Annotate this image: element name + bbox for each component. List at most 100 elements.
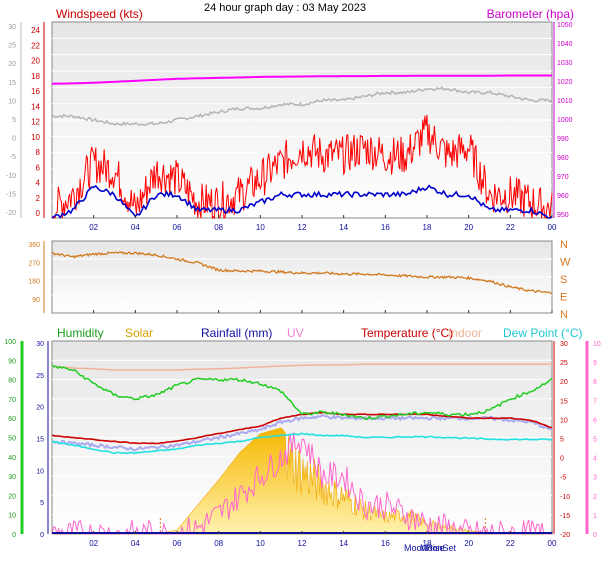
outer-left-tick: -15 [6,191,16,198]
x-tick-label: 14 [339,539,348,548]
x-tick-label: 22 [506,539,515,548]
moonrise-label: MoonRise [404,543,445,553]
outer-left-tick: 10 [8,98,16,105]
x-tick-label: 06 [173,539,182,548]
x-tick-label: 02 [89,539,98,548]
x-tick-label: 08 [214,223,223,232]
barometer-tick: 1040 [557,41,573,48]
rain-tick: 0 [40,532,44,539]
temperature-tick: 25 [560,360,568,367]
x-tick-label: 06 [173,223,182,232]
direction-tick: 180 [28,279,40,286]
windspeed-tick: 2 [36,194,41,203]
x-tick-label: 16 [381,539,390,548]
barometer-tick: 1050 [557,22,573,29]
humidity-tick: 70 [8,397,16,404]
uv-tick: 5 [593,437,597,444]
barometer-line [51,74,552,85]
direction-line [51,251,553,295]
barometer-tick: 1030 [557,60,573,67]
temperature-tick: 30 [560,341,568,348]
outer-left-tick: -20 [6,210,16,217]
outer-left-tick: 20 [8,61,16,68]
outer-left-tick: -5 [10,154,16,161]
temperature-tick: -10 [560,494,570,501]
uv-tick: 7 [593,398,597,405]
outer-left-tick: 15 [8,80,16,87]
humidity-tick: 30 [8,474,16,481]
x-tick-label: 18 [423,539,432,548]
barometer-tick: 1000 [557,117,573,124]
temperature-tick: -5 [560,475,566,482]
humidity-tick: 10 [8,513,16,520]
barometer-tick: 960 [557,193,569,200]
uv-tick: 10 [593,341,601,348]
rain-tick: 15 [36,437,44,444]
outer-left-tick: 25 [8,43,16,50]
rain-tick: 5 [40,500,44,507]
windspeed-tick: 16 [31,87,40,96]
x-tick-label: 02 [89,223,98,232]
legend-uv: UV [287,326,304,340]
temperature-tick: -15 [560,513,570,520]
rain-tick: 25 [36,373,44,380]
uv-tick: 0 [593,532,597,539]
humidity-tick: 0 [12,532,16,539]
humidity-line [51,364,553,420]
uv-tick: 8 [593,379,597,386]
humidity-tick: 80 [8,378,16,385]
apparent-line [51,413,553,452]
series-lines [51,74,553,536]
x-tick-label: 12 [298,223,307,232]
outer-left-tick: 0 [12,136,16,143]
x-tick-label: 22 [506,223,515,232]
x-tick-label: 18 [423,223,432,232]
x-tick-label: 04 [131,223,140,232]
rain-tick: 20 [36,405,44,412]
compass-tick: S [560,274,567,286]
x-tick-label: 10 [256,223,265,232]
x-tick-label: 20 [464,223,473,232]
humidity-tick: 20 [8,493,16,500]
windspeed-label: Windspeed (kts) [56,7,143,21]
uv-tick: 3 [593,475,597,482]
barometer-label: Barometer (hpa) [487,7,574,21]
x-tick-label: 00 [548,539,557,548]
outer-left-tick: 30 [8,24,16,31]
temperature-tick: 10 [560,417,568,424]
barometer-tick: 1010 [557,98,573,105]
windspeed-tick: 24 [31,26,40,35]
x-tick-label: 00 [548,223,557,232]
legend-dewpoint: Dew Point (°C) [503,326,582,340]
uv-tick: 6 [593,417,597,424]
legend-indoor: Indoor [448,326,482,340]
humidity-tick: 40 [8,455,16,462]
x-tick-label: 20 [464,539,473,548]
compass-tick: E [560,292,567,304]
rain-tick: 30 [36,341,44,348]
windspeed-tick: 6 [36,163,41,172]
x-tick-label: 14 [339,223,348,232]
barometer-tick: 980 [557,155,569,162]
temperature-tick: 5 [560,437,564,444]
x-tick-label: 16 [381,223,390,232]
outer-left-tick: 5 [12,117,16,124]
uv-tick: 4 [593,456,597,463]
direction-tick: 360 [28,242,40,249]
windspeed-tick: 8 [36,148,41,157]
humidity-tick: 90 [8,358,16,365]
dewpoint-line [51,432,553,455]
x-axis-ticks: 02 04 06 08 10 12 14 16 18 20 22 00 02 04 06 08 10 12 14 16… [89,215,557,548]
compass-tick: N [560,309,568,321]
compass-tick: N [560,239,568,251]
barometer-tick: 1020 [557,79,573,86]
x-tick-label: 04 [131,539,140,548]
indoor-line [51,363,552,371]
legend-humidity: Humidity [57,326,104,340]
temperature-tick: 15 [560,398,568,405]
humidity-tick: 50 [8,436,16,443]
outer-left-tick: -10 [6,173,16,180]
barometer-tick: 950 [557,212,569,219]
windspeed-line [51,114,553,220]
